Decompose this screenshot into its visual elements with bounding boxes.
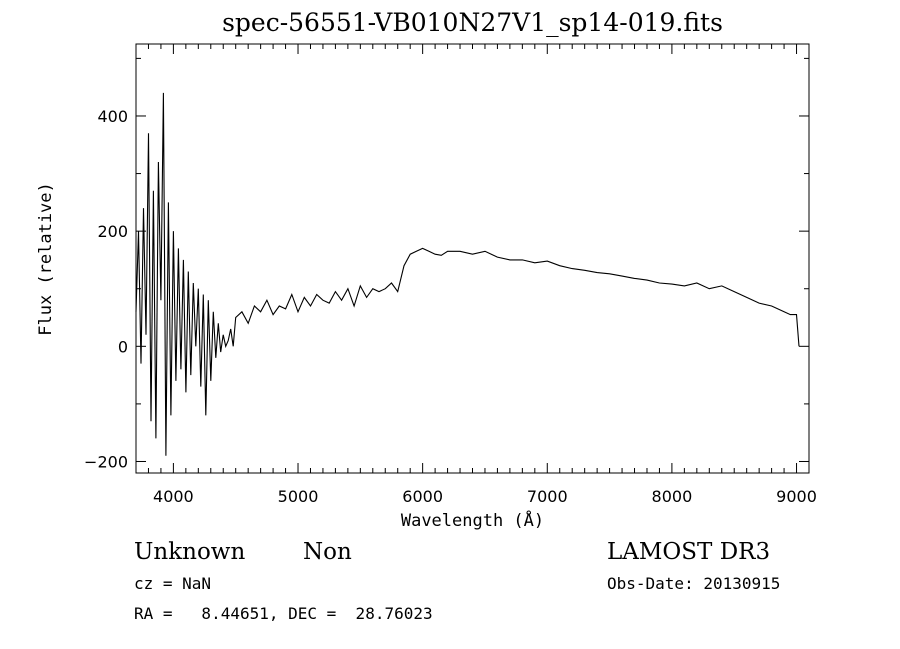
x-tick-label: 4000 [153,487,194,506]
survey-name: LAMOST DR3 [607,539,771,565]
chart-title: spec-56551-VB010N27V1_sp14-019.fits [222,8,723,37]
y-tick-label: −200 [84,452,128,471]
x-tick-label: 9000 [776,487,817,506]
x-tick-label: 8000 [652,487,693,506]
x-tick-label: 7000 [527,487,568,506]
y-axis-label: Flux (relative) [36,182,56,336]
axis-ticks [135,44,810,473]
x-tick-label: 6000 [402,487,443,506]
y-tick-label: 400 [97,107,128,126]
y-tick-label: 200 [97,222,128,241]
spectrum-line [135,92,800,456]
coordinates-text: RA = 8.44651, DEC = 28.76023 [134,604,433,623]
y-tick-label: 0 [118,337,128,356]
x-axis-label: Wavelength (Å) [400,511,545,531]
redshift-text: cz = NaN [134,574,212,593]
object-class: Unknown [134,539,246,565]
observation-date: Obs-Date: 20130915 [607,574,781,593]
object-subclass: Non [303,539,352,565]
tick-labels: 4000 5000 6000 7000 8000 9000 −200 0 200 400 [84,107,817,506]
x-tick-label: 5000 [278,487,319,506]
plot-frame [135,43,810,474]
